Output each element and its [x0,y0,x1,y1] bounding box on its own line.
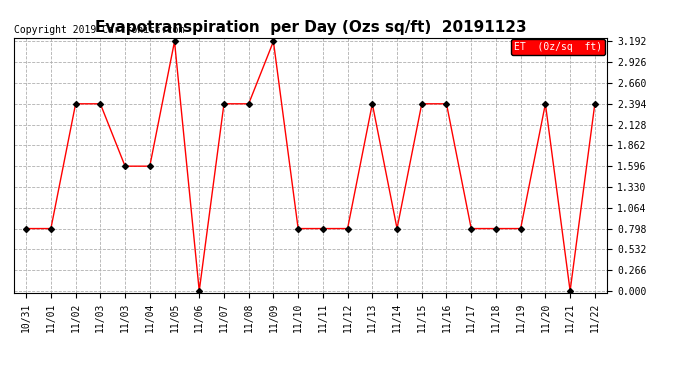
Legend: ET  (0z/sq  ft): ET (0z/sq ft) [511,39,605,55]
Text: Copyright 2019 Cartronics.com: Copyright 2019 Cartronics.com [14,25,184,35]
Title: Evapotranspiration  per Day (Ozs sq/ft)  20191123: Evapotranspiration per Day (Ozs sq/ft) 2… [95,20,526,35]
